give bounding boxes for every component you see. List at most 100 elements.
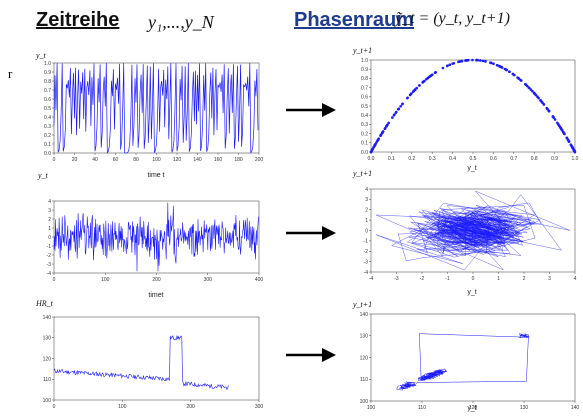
data-point (519, 79, 523, 82)
x-tick-label: 0.9 (551, 156, 558, 162)
x-axis-label: time t (147, 172, 164, 179)
y-tick-label: 0.0 (361, 150, 368, 156)
y-tick-label: -3 (47, 262, 52, 268)
x-tick-label: 300 (204, 277, 213, 283)
x-tick-label: 140 (193, 157, 202, 163)
data-point (397, 107, 401, 111)
y-tick-label: 0.9 (44, 70, 51, 76)
y-tick-label: 0.4 (44, 115, 51, 121)
x-tick-label: 1 (497, 276, 500, 282)
x-tick-label: 0.3 (429, 156, 436, 162)
data-point (533, 92, 537, 96)
y-tick-label: 0.4 (361, 113, 368, 119)
y-tick-label: 120 (360, 355, 369, 361)
y-tick-label: 0.3 (44, 124, 51, 130)
y-tick-label: 2 (48, 217, 51, 223)
y-tick-label: 0.9 (361, 67, 368, 73)
data-point (527, 86, 531, 90)
data-point (498, 64, 501, 68)
x-tick-label: 120 (173, 157, 182, 163)
x-tick-label: 300 (255, 404, 264, 410)
data-point (460, 59, 464, 63)
margin-mark: r (8, 66, 13, 81)
y-tick-label: 100 (360, 399, 369, 405)
data-point (385, 125, 388, 128)
arrow-head (322, 348, 336, 362)
x-tick-label: 1.0 (572, 156, 579, 162)
data-point (387, 121, 390, 125)
y-tick-label: 130 (43, 336, 52, 342)
data-point (492, 62, 495, 66)
data-point (563, 132, 566, 136)
x-axis-label: timet (148, 292, 163, 299)
y-tick-label: 100 (43, 398, 52, 404)
x-tick-label: 110 (418, 405, 426, 411)
y-tick-label: 120 (43, 356, 52, 362)
data-point (508, 70, 511, 74)
time-series-title: Zeitreihe (36, 9, 120, 31)
plot-frame (370, 59, 576, 153)
x-tick-label: 20 (72, 157, 78, 163)
data-point (489, 61, 493, 65)
y-tick-label: -2 (47, 253, 52, 259)
y-tick-label: 0.8 (44, 79, 51, 85)
y-axis-label: y_t+1 (352, 169, 372, 178)
y-tick-label: 0.5 (44, 106, 51, 112)
chart-panel-2: 0.0 0.1 0.2 0.3 0.4 0.5 0.6 0.7 0.8 0.9 1.0 0.0 0.1 0… (352, 46, 579, 172)
x-tick-label: 0.0 (368, 156, 375, 162)
plot-frame (53, 316, 260, 401)
x-tick-label: 100 (118, 404, 127, 410)
y-tick-label: 110 (43, 377, 51, 383)
chart-panel-6: 100 110 120 130 140 100 110 120 130 140 y_t+1 y_t (352, 300, 579, 412)
y-tick-label: 0.0 (44, 151, 51, 157)
data-point (394, 110, 398, 114)
series-line (53, 62, 259, 154)
x-tick-label: 40 (92, 157, 98, 163)
data-point (529, 88, 533, 91)
x-tick-label: -3 (394, 276, 399, 282)
y-tick-label: 3 (48, 208, 51, 214)
data-point (511, 72, 515, 76)
y-tick-label: -3 (364, 259, 369, 265)
y-tick-label: 0 (365, 228, 368, 234)
y-tick-label: 0.6 (361, 95, 368, 101)
x-tick-label: 80 (133, 157, 139, 163)
data-point (505, 68, 508, 72)
arrow-head (322, 103, 336, 117)
data-point (471, 58, 474, 62)
data-point (573, 150, 577, 153)
y-tick-label: 0.7 (44, 88, 51, 94)
data-point (399, 104, 402, 108)
x-tick-label: 0 (53, 277, 56, 283)
y-tick-label: 140 (360, 312, 369, 318)
x-tick-label: 0.4 (449, 156, 456, 162)
data-point (434, 71, 437, 74)
data-point (370, 148, 374, 152)
row-arrow-1 (286, 103, 336, 117)
chart-panel-4: -4 -3 -2 -1 0 1 2 3 4 -4 -3 -2 -1 0 1 2 3 4 y_t+1 y_t (352, 169, 577, 296)
data-point (557, 124, 561, 128)
y-tick-label: 140 (43, 315, 52, 321)
x-tick-label: 0.7 (510, 156, 517, 162)
x-tick-label: 4 (574, 276, 577, 282)
data-point (413, 88, 417, 91)
data-point (496, 63, 499, 67)
data-point (539, 99, 542, 102)
x-tick-label: 400 (255, 277, 264, 283)
y-axis-label: y_t+1 (352, 46, 372, 55)
data-point (545, 107, 549, 111)
y-axis-label: y_t (37, 171, 49, 180)
data-point (524, 82, 527, 86)
data-point (393, 113, 396, 116)
data-point (553, 118, 557, 121)
y-tick-label: 0.6 (44, 97, 51, 103)
data-point (408, 93, 412, 97)
data-point (570, 144, 573, 148)
chart-panel-1: 0 20 40 60 80 100 120 140 160 180 200 0.0 0.1 0.2 0.3 0… (35, 51, 263, 179)
data-point (537, 96, 540, 100)
data-point (475, 58, 478, 62)
x-tick-label: 200 (186, 404, 195, 410)
data-point (428, 75, 432, 78)
data-point (373, 143, 377, 147)
